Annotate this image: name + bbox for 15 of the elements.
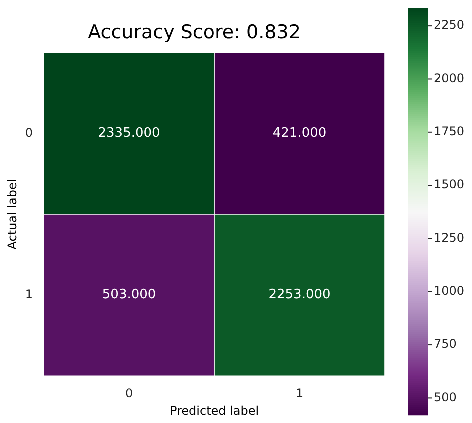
color-bar-label: 1250 — [434, 230, 465, 245]
data-label: 2335.000 — [98, 126, 160, 142]
data-label: 421.000 — [272, 126, 327, 142]
color-bar-label: 1000 — [434, 284, 465, 298]
data-label: 2253.000 — [268, 288, 331, 303]
x-axis-title: Predicted label — [170, 404, 260, 418]
color-bar-label: 500 — [434, 390, 457, 404]
chart-title: Accuracy Score: 0.832 — [88, 21, 301, 44]
data-label: 503.000 — [102, 288, 156, 303]
color-bar-label: 750 — [434, 337, 457, 352]
color-bar-label: 1500 — [434, 178, 465, 192]
y-axis-title: Actual label — [5, 179, 20, 250]
color-bar-label: 2250 — [434, 18, 465, 32]
color-bar-label: 1750 — [434, 124, 465, 139]
color-bar-label: 2000 — [434, 71, 465, 86]
